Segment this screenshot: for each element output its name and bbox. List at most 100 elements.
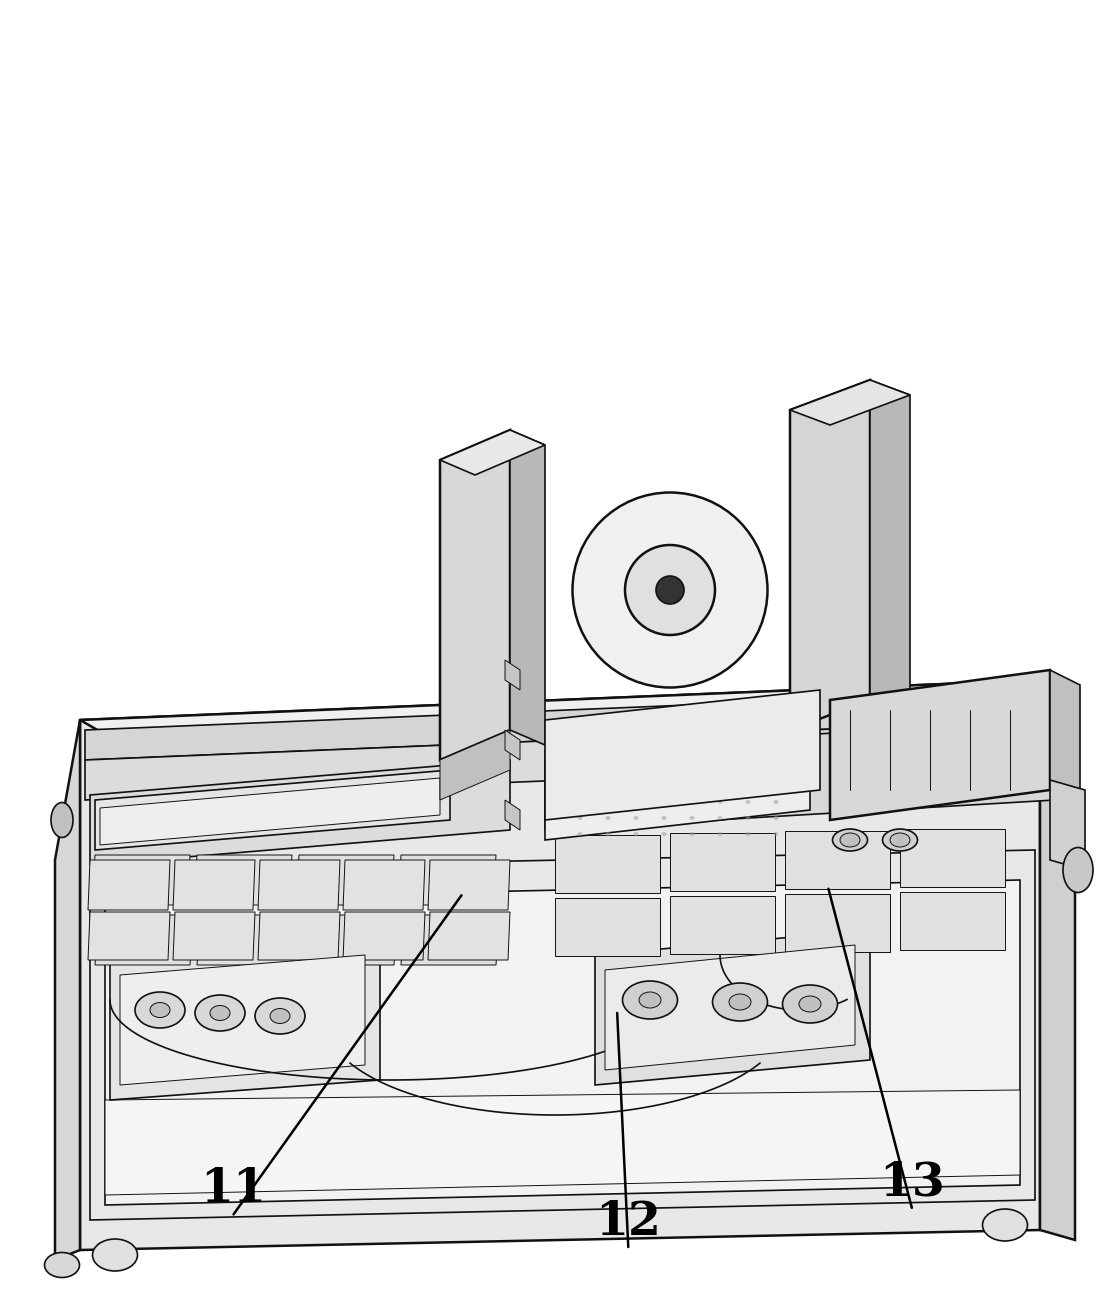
Polygon shape	[555, 835, 661, 893]
Ellipse shape	[689, 816, 695, 819]
Ellipse shape	[745, 816, 751, 819]
Polygon shape	[870, 380, 910, 720]
Polygon shape	[605, 945, 855, 1070]
Ellipse shape	[634, 816, 638, 819]
Polygon shape	[671, 897, 775, 954]
Polygon shape	[1050, 780, 1085, 870]
Polygon shape	[505, 800, 520, 830]
Ellipse shape	[639, 992, 661, 1008]
Polygon shape	[785, 831, 890, 889]
Polygon shape	[95, 915, 193, 965]
Polygon shape	[1050, 670, 1080, 800]
Ellipse shape	[623, 982, 677, 1019]
Ellipse shape	[634, 769, 638, 772]
Ellipse shape	[833, 829, 867, 851]
Ellipse shape	[255, 999, 305, 1034]
Polygon shape	[54, 720, 80, 1260]
Polygon shape	[440, 430, 510, 759]
Ellipse shape	[800, 996, 821, 1012]
Ellipse shape	[195, 995, 245, 1031]
Polygon shape	[545, 720, 1055, 830]
Ellipse shape	[634, 800, 638, 804]
Polygon shape	[197, 915, 295, 965]
Ellipse shape	[270, 1009, 290, 1023]
Polygon shape	[790, 380, 910, 425]
Polygon shape	[92, 855, 190, 904]
Polygon shape	[1040, 680, 1075, 1240]
Ellipse shape	[689, 833, 695, 836]
Ellipse shape	[717, 800, 723, 804]
Polygon shape	[595, 931, 870, 1085]
Polygon shape	[342, 860, 425, 910]
Ellipse shape	[662, 800, 666, 804]
Polygon shape	[296, 855, 394, 904]
Ellipse shape	[774, 784, 778, 788]
Ellipse shape	[606, 769, 610, 772]
Ellipse shape	[983, 1209, 1027, 1242]
Ellipse shape	[662, 833, 666, 836]
Text: 13: 13	[878, 1159, 945, 1206]
Ellipse shape	[689, 769, 695, 772]
Polygon shape	[790, 380, 870, 731]
Polygon shape	[830, 670, 1050, 819]
Ellipse shape	[745, 833, 751, 836]
Polygon shape	[299, 915, 397, 965]
Polygon shape	[440, 731, 510, 800]
Polygon shape	[342, 912, 425, 961]
Ellipse shape	[577, 784, 583, 788]
Ellipse shape	[662, 784, 666, 788]
Text: 12: 12	[595, 1199, 662, 1246]
Polygon shape	[428, 860, 510, 910]
Polygon shape	[785, 894, 890, 951]
Ellipse shape	[774, 816, 778, 819]
Polygon shape	[80, 680, 1040, 1249]
Ellipse shape	[890, 833, 910, 847]
Ellipse shape	[783, 985, 837, 1023]
Polygon shape	[88, 860, 170, 910]
Ellipse shape	[150, 1002, 170, 1018]
Polygon shape	[505, 731, 520, 759]
Ellipse shape	[883, 829, 917, 851]
Ellipse shape	[606, 833, 610, 836]
Polygon shape	[85, 720, 1050, 800]
Ellipse shape	[840, 833, 860, 847]
Polygon shape	[428, 912, 510, 961]
Ellipse shape	[689, 800, 695, 804]
Ellipse shape	[634, 784, 638, 788]
Ellipse shape	[717, 833, 723, 836]
Polygon shape	[440, 430, 545, 474]
Polygon shape	[85, 690, 1050, 759]
Polygon shape	[193, 855, 292, 904]
Polygon shape	[173, 912, 255, 961]
Polygon shape	[545, 731, 810, 840]
Polygon shape	[120, 955, 365, 1085]
Ellipse shape	[577, 833, 583, 836]
Polygon shape	[110, 940, 380, 1100]
Ellipse shape	[717, 816, 723, 819]
Ellipse shape	[625, 545, 715, 635]
Polygon shape	[95, 770, 450, 850]
Polygon shape	[900, 829, 1005, 887]
Ellipse shape	[662, 769, 666, 772]
Polygon shape	[173, 860, 255, 910]
Ellipse shape	[577, 816, 583, 819]
Ellipse shape	[210, 1005, 230, 1021]
Ellipse shape	[606, 816, 610, 819]
Ellipse shape	[689, 784, 695, 788]
Ellipse shape	[92, 1239, 138, 1270]
Polygon shape	[100, 778, 440, 846]
Ellipse shape	[606, 800, 610, 804]
Ellipse shape	[774, 833, 778, 836]
Ellipse shape	[717, 769, 723, 772]
Polygon shape	[401, 915, 499, 965]
Ellipse shape	[745, 769, 751, 772]
Ellipse shape	[577, 800, 583, 804]
Polygon shape	[555, 898, 661, 955]
Ellipse shape	[774, 800, 778, 804]
Polygon shape	[88, 912, 170, 961]
Polygon shape	[80, 680, 1075, 740]
Ellipse shape	[44, 1252, 79, 1277]
Ellipse shape	[713, 983, 767, 1021]
Ellipse shape	[51, 802, 73, 838]
Ellipse shape	[135, 992, 185, 1029]
